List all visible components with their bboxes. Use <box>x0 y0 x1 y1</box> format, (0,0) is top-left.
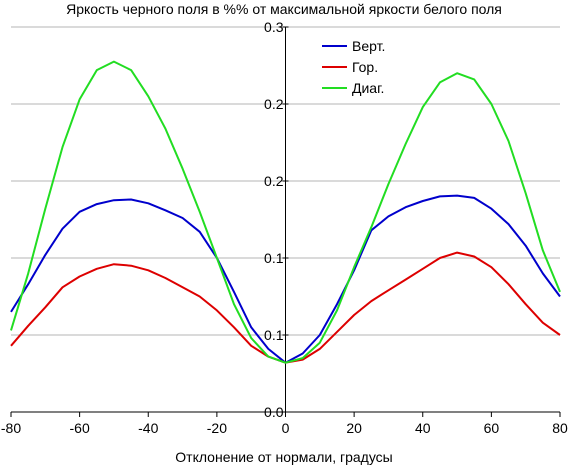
y-tick-label: 0.1 <box>264 250 284 266</box>
x-tick-label: 80 <box>552 420 568 436</box>
x-tick-label: 60 <box>484 420 500 436</box>
y-tick-label: 0.0 <box>264 404 284 420</box>
x-tick-label: 40 <box>415 420 431 436</box>
x-tick-label: -80 <box>1 420 21 436</box>
legend: Верт. Гор. Диаг. <box>322 38 385 96</box>
data-lines <box>10 60 561 364</box>
chart-title: Яркость черного поля в %% от максимально… <box>66 1 502 17</box>
series-line <box>10 60 561 364</box>
legend-label: Диаг. <box>352 80 384 96</box>
tick-labels: 0.0 0.1 0.1 0.2 0.2 0.3 -80 -60 -40 -20 0 20 40 60 80 <box>1 19 568 436</box>
x-tick-label: 20 <box>346 420 362 436</box>
x-tick-label: -40 <box>138 420 158 436</box>
legend-label: Верт. <box>352 38 385 54</box>
y-tick-label: 0.1 <box>264 327 284 343</box>
axes <box>10 26 561 417</box>
x-axis-label: Отклонение от нормали, градусы <box>175 449 393 465</box>
x-tick-label: -20 <box>207 420 227 436</box>
x-tick-label: -60 <box>70 420 90 436</box>
x-tick-label: 0 <box>282 420 290 436</box>
y-tick-label: 0.2 <box>264 173 284 189</box>
y-tick-label: 0.2 <box>264 96 284 112</box>
legend-label: Гор. <box>352 59 378 75</box>
y-tick-label: 0.3 <box>264 19 284 35</box>
